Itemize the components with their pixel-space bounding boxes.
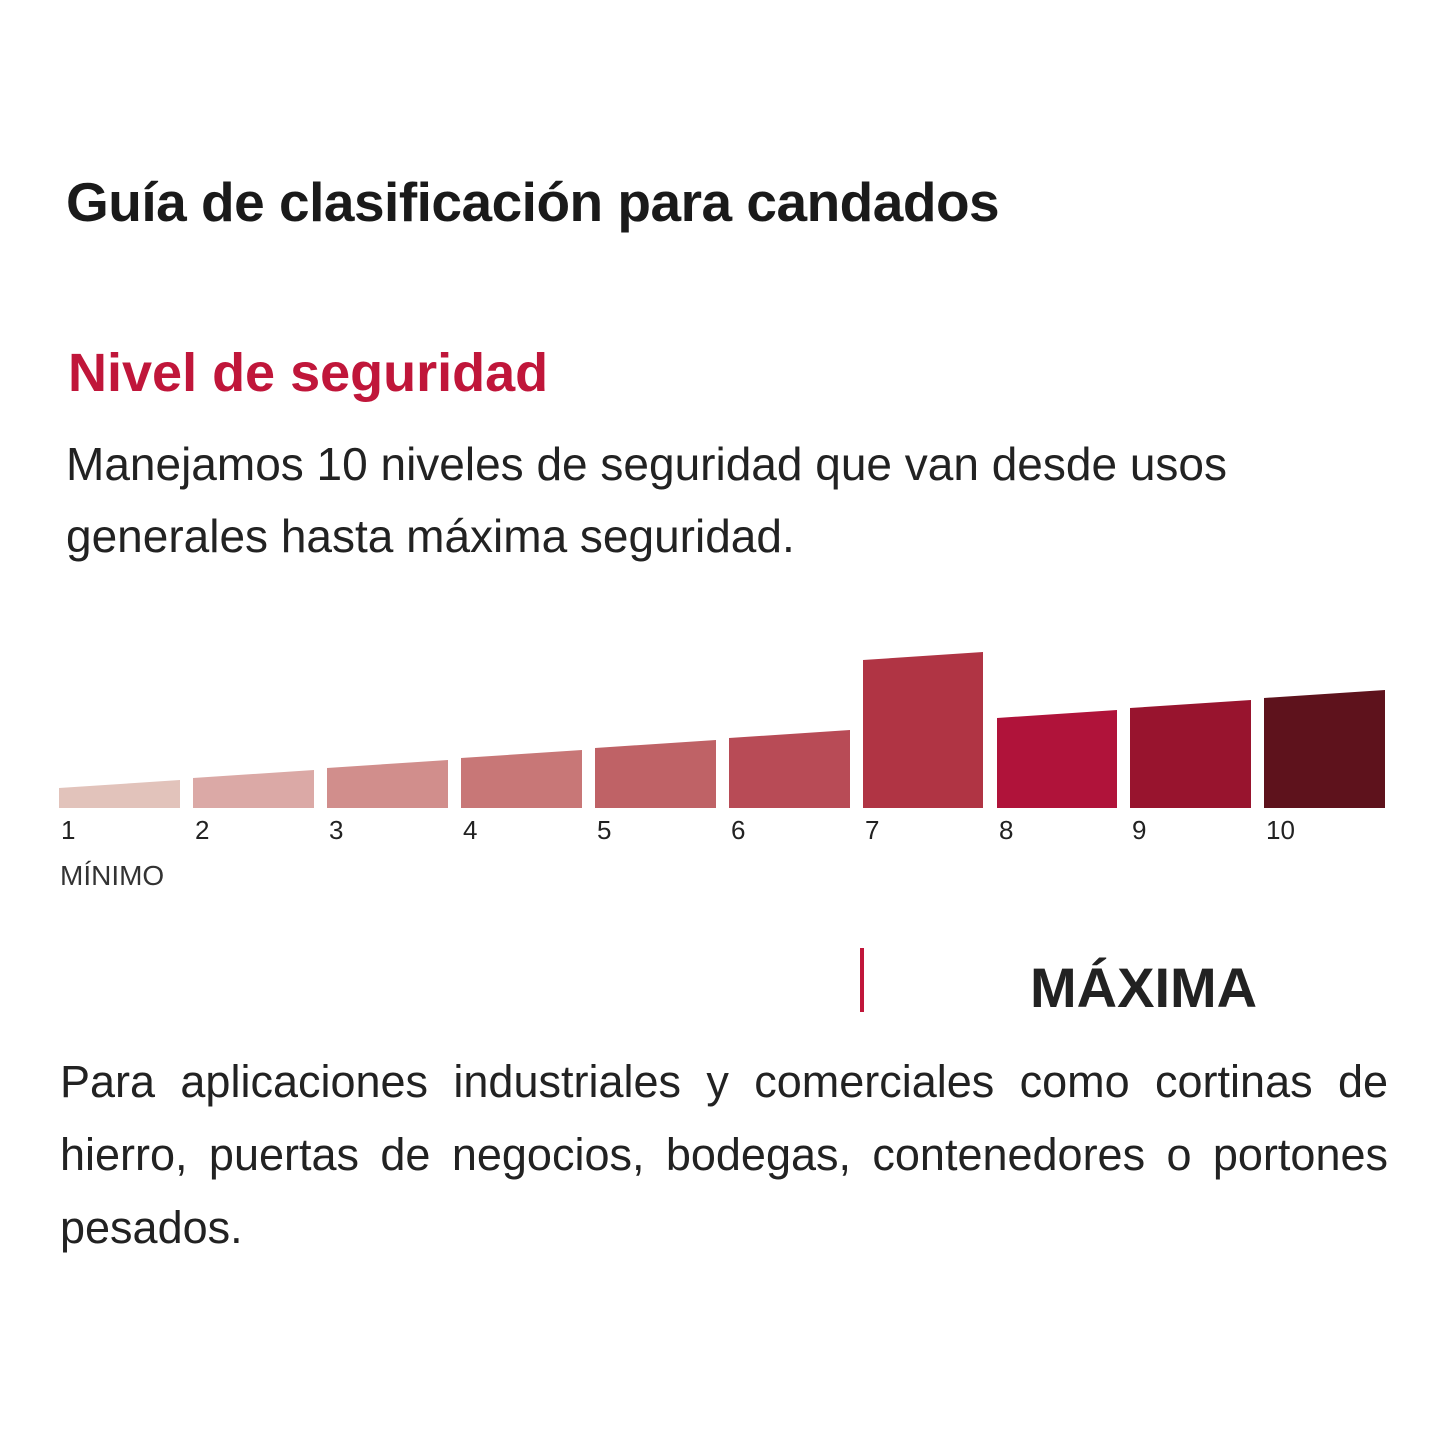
level-bar [863, 652, 983, 808]
level-bar [1264, 690, 1385, 808]
level-label: 4 [463, 815, 478, 845]
level-bars [59, 652, 1385, 808]
title: Guía de clasificación para candados [66, 171, 1000, 233]
rating-label: MÁXIMA [1030, 956, 1258, 1019]
level-label: 6 [731, 815, 746, 845]
level-label: 7 [865, 815, 880, 845]
level-label: 10 [1266, 815, 1295, 845]
level-bar [59, 780, 180, 808]
level-label: 5 [597, 815, 612, 845]
level-bar [595, 740, 716, 808]
level-bar [327, 760, 448, 808]
section-heading: Nivel de seguridad [68, 343, 549, 403]
level-label: 9 [1132, 815, 1147, 845]
level-label: 8 [999, 815, 1014, 845]
level-bar [729, 730, 850, 808]
intro-text: Manejamos 10 niveles de seguridad que va… [66, 438, 1227, 562]
accent-line [860, 948, 864, 1012]
min-label: MÍNIMO [60, 860, 165, 891]
rating-description: Para aplicaciones industriales y comerci… [60, 1056, 1388, 1253]
level-label: 3 [329, 815, 344, 845]
level-label: 1 [61, 815, 76, 845]
level-bar [193, 770, 314, 808]
level-bar [1130, 700, 1251, 808]
level-label: 2 [195, 815, 210, 845]
level-bar [461, 750, 582, 808]
level-bar [997, 710, 1117, 808]
